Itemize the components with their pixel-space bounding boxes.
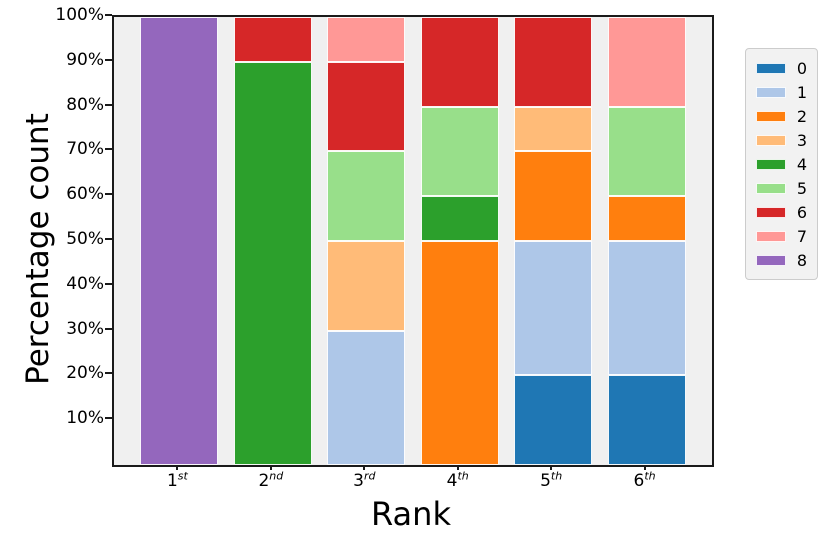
x-tick-label: 2nd xyxy=(241,469,301,491)
x-tick-label: 6th xyxy=(615,469,675,491)
y-tick-label: 100% xyxy=(55,5,104,25)
y-tick-label: 90% xyxy=(66,49,104,70)
x-axis-title: Rank xyxy=(371,495,451,533)
bar-segment-6th-series-0 xyxy=(607,375,686,465)
y-tick-label: 60% xyxy=(66,184,104,205)
y-tick-mark xyxy=(105,193,112,196)
y-tick-mark xyxy=(105,148,112,151)
y-tick-label: 40% xyxy=(66,273,104,294)
x-tick-mark xyxy=(269,465,272,470)
x-tick-mark xyxy=(456,465,459,470)
x-tick-label-base: 3 xyxy=(353,471,364,491)
legend-label-2: 2 xyxy=(796,106,807,126)
bar-segment-3rd-series-6 xyxy=(327,61,406,152)
y-tick-label: 10% xyxy=(66,408,104,429)
legend-item-7: 7 xyxy=(746,224,817,248)
bar-segment-4th-series-6 xyxy=(420,17,499,107)
bar-segment-3rd-series-1 xyxy=(327,330,406,465)
legend-item-8: 8 xyxy=(746,248,817,272)
x-tick-label-base: 4 xyxy=(446,471,458,491)
x-tick-label-suffix: rd xyxy=(363,469,376,483)
y-tick-label: 80% xyxy=(66,94,104,115)
bar-segment-4th-series-2 xyxy=(420,241,499,465)
y-tick-mark xyxy=(105,14,112,16)
bar-segment-3rd-series-7 xyxy=(327,17,406,62)
bar-segment-5th-series-1 xyxy=(514,241,593,376)
legend-item-5: 5 xyxy=(746,176,817,200)
bar-segment-1st-series-8 xyxy=(140,17,219,465)
y-tick-mark xyxy=(105,103,112,106)
legend-item-0: 0 xyxy=(746,56,817,80)
legend-label-4: 4 xyxy=(796,154,807,174)
x-tick-label-suffix: th xyxy=(457,469,469,483)
y-tick-mark xyxy=(105,58,112,61)
legend-label-0: 0 xyxy=(796,58,807,78)
legend-label-7: 7 xyxy=(796,226,807,246)
bar-segment-4th-series-5 xyxy=(420,106,499,197)
x-tick-label-base: 5 xyxy=(540,471,551,491)
y-tick-mark xyxy=(105,327,112,330)
bar-segment-2nd-series-6 xyxy=(233,17,312,62)
bar-segment-5th-series-3 xyxy=(514,106,593,152)
y-tick-label: 50% xyxy=(66,229,104,249)
x-tick-label: 4th xyxy=(428,469,488,491)
bar-segment-3rd-series-3 xyxy=(327,241,406,331)
legend-item-3: 3 xyxy=(746,128,817,152)
legend-label-8: 8 xyxy=(796,250,807,270)
bar-segment-3rd-series-5 xyxy=(327,151,406,241)
x-tick-label-base: 6 xyxy=(633,471,645,491)
x-tick-label-suffix: nd xyxy=(269,469,284,483)
legend-swatch-7 xyxy=(756,230,786,242)
x-tick-mark xyxy=(643,465,646,470)
x-tick-label: 1st xyxy=(147,469,207,491)
legend-item-1: 1 xyxy=(746,80,817,104)
x-tick-label: 3rd xyxy=(334,469,394,491)
y-tick-mark xyxy=(105,238,112,240)
legend-swatch-1 xyxy=(756,86,786,98)
x-tick-mark xyxy=(176,465,179,470)
legend-item-4: 4 xyxy=(746,152,817,176)
y-tick-label: 70% xyxy=(66,139,104,160)
y-tick-label: 30% xyxy=(66,318,104,339)
bar-segment-6th-series-7 xyxy=(607,17,686,107)
legend-swatch-8 xyxy=(756,254,786,266)
x-tick-label-suffix: th xyxy=(550,469,563,483)
y-tick-mark xyxy=(105,417,112,420)
legend-swatch-5 xyxy=(756,182,786,194)
bar-segment-6th-series-5 xyxy=(607,106,686,197)
legend-label-6: 6 xyxy=(796,202,807,222)
legend-swatch-0 xyxy=(756,62,786,74)
bar-segment-6th-series-1 xyxy=(607,241,686,376)
legend-item-2: 2 xyxy=(746,104,817,128)
bar-segment-4th-series-4 xyxy=(420,196,499,241)
y-tick-label: 20% xyxy=(66,363,104,384)
legend-label-5: 5 xyxy=(796,178,807,198)
legend-swatch-6 xyxy=(756,206,786,218)
x-tick-label-suffix: st xyxy=(177,469,188,483)
bar-segment-2nd-series-4 xyxy=(233,61,312,465)
x-tick-mark xyxy=(363,465,366,470)
x-tick-label-base: 1 xyxy=(166,471,178,491)
bar-segment-5th-series-6 xyxy=(514,17,593,107)
legend-item-6: 6 xyxy=(746,200,817,224)
x-tick-label: 5th xyxy=(521,469,581,491)
x-tick-label-base: 2 xyxy=(258,471,270,491)
bar-segment-5th-series-2 xyxy=(514,151,593,241)
legend-swatch-3 xyxy=(756,134,786,146)
legend: 0 1 2 3 4 5 6 7 8 xyxy=(745,48,818,280)
legend-swatch-4 xyxy=(756,158,786,170)
y-tick-mark xyxy=(105,372,112,375)
bar-segment-5th-series-0 xyxy=(514,375,593,465)
x-tick-mark xyxy=(550,465,553,470)
plot-area xyxy=(112,15,714,467)
legend-swatch-2 xyxy=(756,110,786,122)
y-tick-mark xyxy=(105,282,112,285)
x-tick-label-suffix: th xyxy=(644,469,656,483)
bar-segment-6th-series-2 xyxy=(607,196,686,241)
legend-label-3: 3 xyxy=(796,130,807,150)
legend-label-1: 1 xyxy=(796,82,807,102)
